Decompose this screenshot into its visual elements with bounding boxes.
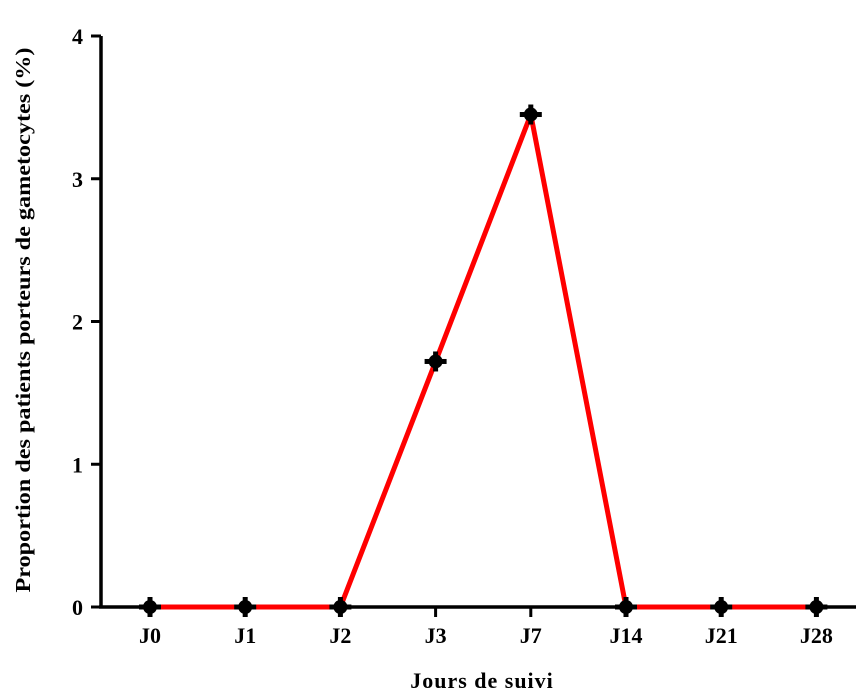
data-point — [519, 104, 542, 125]
series-group — [150, 105, 817, 610]
series-line — [150, 105, 817, 610]
x-tick-label: J21 — [705, 623, 738, 648]
x-tick-label: J0 — [139, 623, 161, 648]
x-tick-label: J7 — [520, 623, 542, 648]
y-axis-title: Proportion des patients porteurs de game… — [11, 48, 35, 593]
x-tick-label: J28 — [800, 623, 833, 648]
y-tick-label: 1 — [72, 452, 83, 477]
y-ticks: 0 1 2 3 4 — [72, 24, 101, 620]
x-tick-label: J14 — [610, 623, 643, 648]
data-point — [329, 597, 352, 617]
data-point — [805, 597, 828, 617]
data-point — [424, 351, 447, 372]
data-point — [710, 597, 733, 617]
data-point — [139, 597, 161, 617]
data-point — [234, 597, 257, 617]
y-tick-label: 2 — [72, 310, 83, 335]
y-tick-label: 4 — [72, 24, 83, 49]
y-tick-label: 3 — [72, 167, 83, 192]
data-point — [615, 597, 637, 617]
x-tick-label: J1 — [234, 623, 256, 648]
x-axis-title: Jours de suivi — [410, 668, 554, 693]
y-tick-label: 0 — [72, 595, 83, 620]
x-tick-label: J3 — [425, 623, 447, 648]
markers-group — [139, 104, 828, 617]
x-tick-label: J2 — [329, 623, 351, 648]
